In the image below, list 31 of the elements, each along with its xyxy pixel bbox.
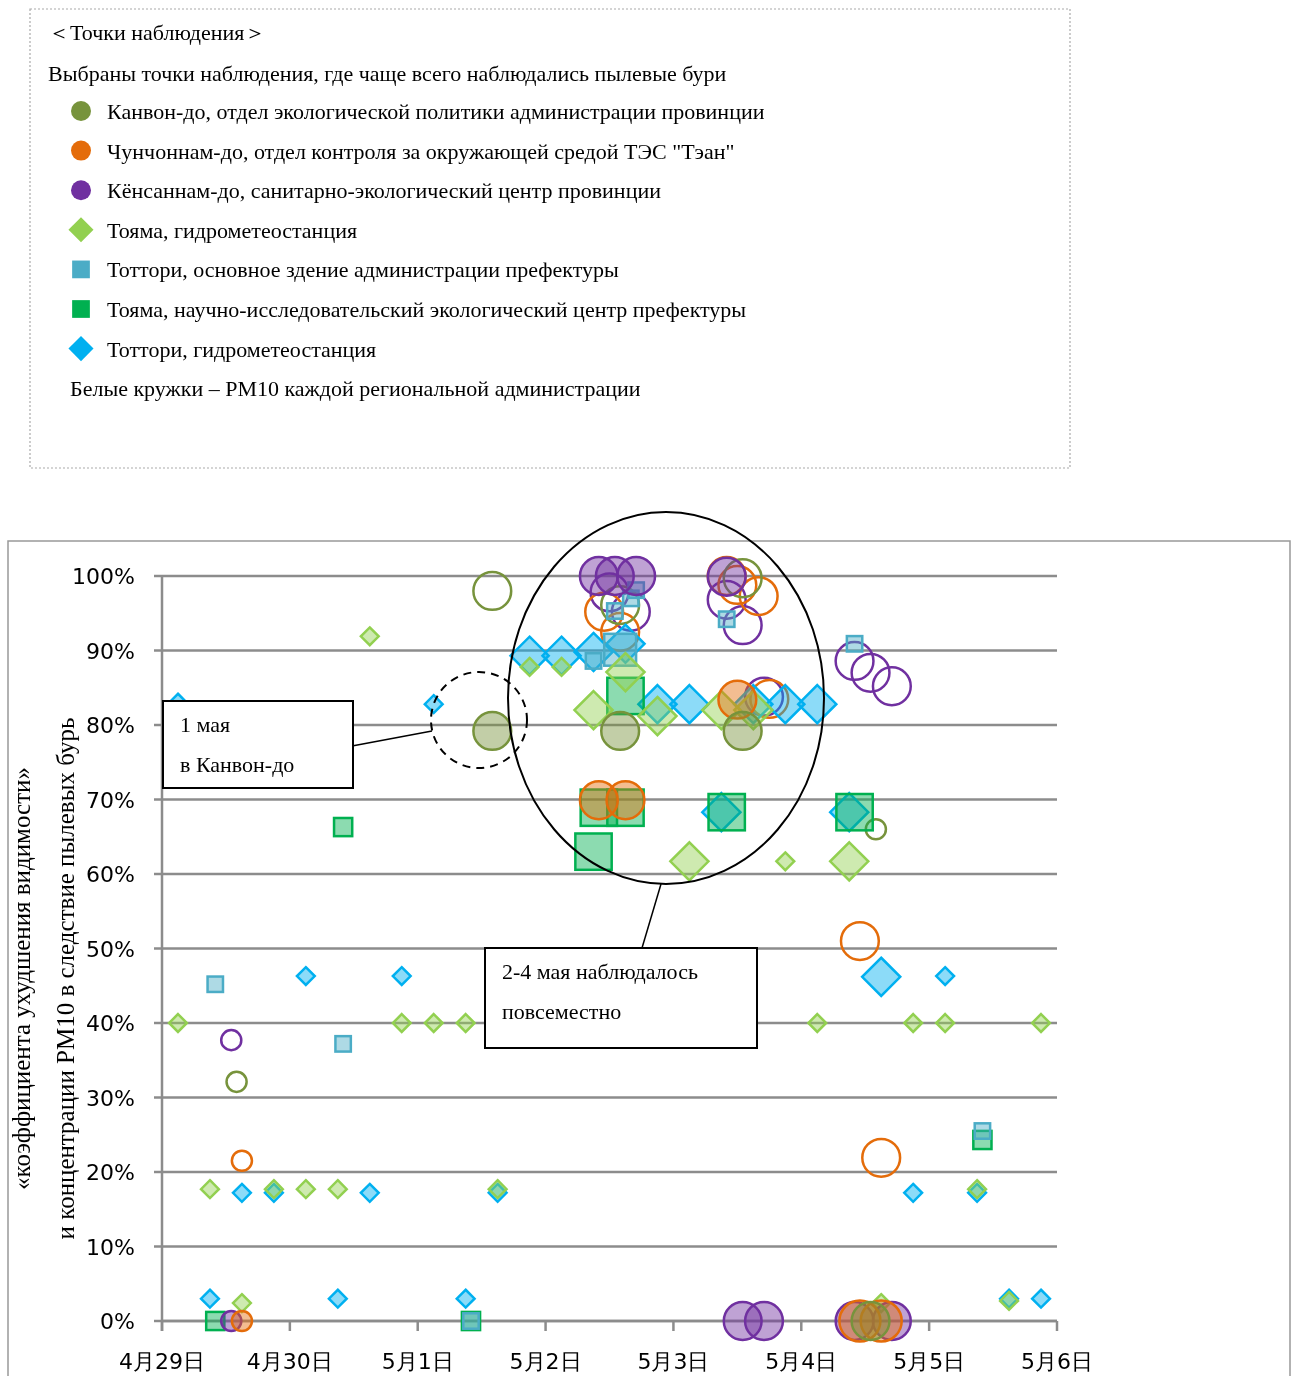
x-tick-label: 5月3日 [637, 1349, 710, 1374]
y-tick-label: 70% [86, 787, 135, 813]
legend-title: ＜Точки наблюдения＞ Выбраны точки наблюдения, где чаще всего наблюдались пылевые бури [48, 20, 727, 86]
y-tick-label: 30% [86, 1085, 135, 1111]
y-tick-label: 10% [86, 1234, 135, 1260]
y-tick-label: 90% [86, 638, 135, 664]
x-tick-label: 5月6日 [1021, 1349, 1093, 1374]
x-tick-label: 5月5日 [893, 1349, 966, 1374]
x-tick-label: 5月4日 [765, 1349, 838, 1374]
y-tick-label: 80% [86, 713, 135, 738]
legend-label: Канвон-до, отдел экологической политики администрации провинции [107, 99, 765, 124]
legend-label: Тоттори, гидрометеостанция [107, 336, 377, 362]
x-tick-label: 5月1日 [381, 1349, 454, 1374]
y-tick-label: 0% [100, 1309, 135, 1334]
y-tick-label: 50% [86, 936, 135, 962]
y-tick-label: 20% [86, 1160, 135, 1185]
legend-label: Кёнсаннам-до, санитарно-экологический центр провинции [107, 178, 662, 204]
text: Белые кружки – PM10 каждой региональной администрации [70, 376, 641, 402]
annotation: 2-4 мая наблюдалось повсеместно [502, 959, 698, 1024]
legend-label: Тояма, гидрометеостанция [107, 217, 358, 243]
legend-label: Тояма, научно-исследовательский экологический центр префектуры [107, 297, 747, 322]
x-tick-label: 4月30日 [246, 1349, 333, 1374]
y-tick-label: 40% [86, 1011, 135, 1036]
x-tick-label: 4月29日 [119, 1349, 205, 1374]
y-tick-label: 60% [86, 862, 135, 887]
annotation: 1 мая в Канвон-до [180, 712, 295, 777]
y-tick-label: 100% [72, 564, 135, 589]
legend-label: Тоттори, основное здение администрации префектуры [107, 257, 620, 283]
y-axis-title: «коэффициента ухудшения видимости» и концентрации PM10 в следствие пылевых бурь [8, 717, 79, 1240]
legend-label: Чунчоннам-до, отдел контроля за окружающей средой ТЭС "Тэан" [107, 138, 735, 164]
x-tick-label: 5月2日 [509, 1349, 582, 1374]
